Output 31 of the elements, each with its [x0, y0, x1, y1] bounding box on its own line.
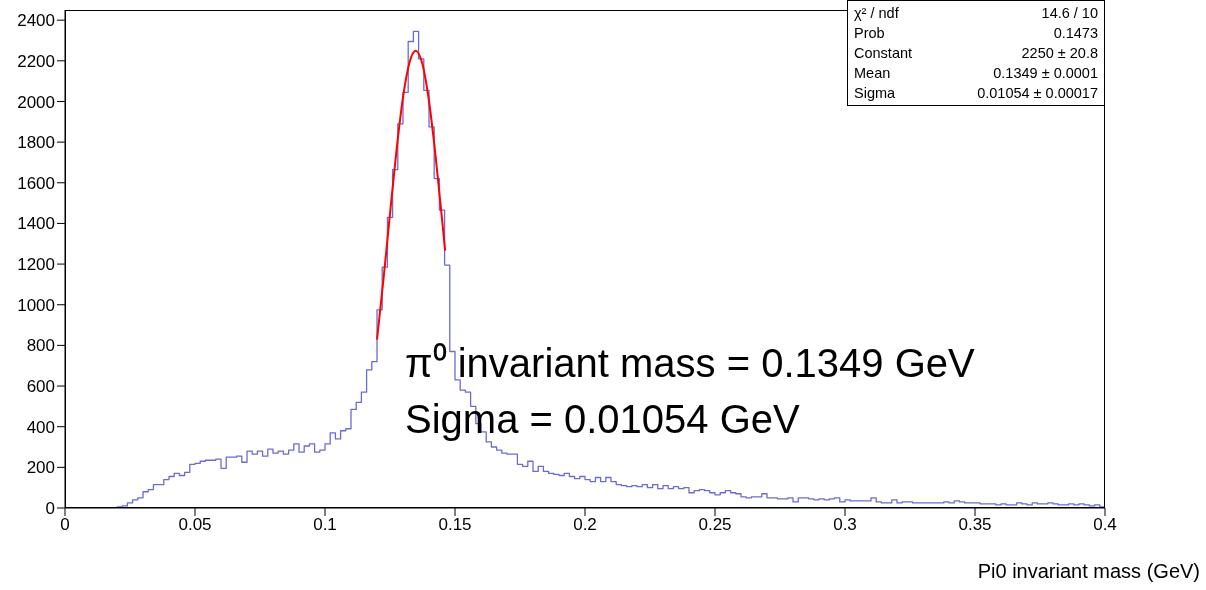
- text: Prob 0.1473: [854, 25, 1098, 41]
- y-tick-label: 2400: [17, 11, 55, 31]
- x-tick-label: 0.15: [438, 515, 472, 535]
- y-tick-label: 1400: [17, 214, 55, 234]
- text: Sigma 0.01054 ± 0.00017: [854, 85, 1098, 101]
- x-tick-label: 0.3: [833, 515, 857, 535]
- y-tick-label: 1000: [17, 295, 55, 315]
- y-tick-label: 2200: [17, 51, 55, 71]
- x-tick-label: 0.35: [958, 515, 992, 535]
- text: Constant 2250 ± 20.8: [854, 45, 1098, 61]
- y-tick-label: 2000: [17, 92, 55, 112]
- x-axis-title: Pi0 invariant mass (GeV): [977, 560, 1200, 583]
- y-tick-label: 600: [26, 377, 55, 397]
- x-tick-label: 0.05: [178, 515, 212, 535]
- y-tick-label: 400: [26, 417, 55, 437]
- text: Mean 0.1349 ± 0.0001: [854, 65, 1098, 81]
- annotation: Sigma = 0.01054 GeV: [405, 396, 801, 443]
- x-tick-label: 0.4: [1093, 515, 1117, 535]
- x-tick-label: 0: [60, 515, 70, 535]
- x-tick-label: 0.1: [313, 515, 337, 535]
- y-tick-label: 1600: [17, 173, 55, 193]
- annotation: π⁰ invariant mass = 0.1349 GeV: [405, 340, 975, 387]
- x-tick-label: 0.2: [573, 515, 597, 535]
- line-series: [376, 49, 447, 341]
- text: χ² / ndf 14.6 / 10: [854, 5, 1098, 21]
- y-tick-label: 1800: [17, 133, 55, 153]
- y-tick-label: 800: [26, 336, 55, 356]
- y-tick-label: 200: [26, 458, 55, 478]
- y-tick-label: 1200: [17, 255, 55, 275]
- y-tick-label: 0: [45, 499, 55, 519]
- x-tick-label: 0.25: [698, 515, 732, 535]
